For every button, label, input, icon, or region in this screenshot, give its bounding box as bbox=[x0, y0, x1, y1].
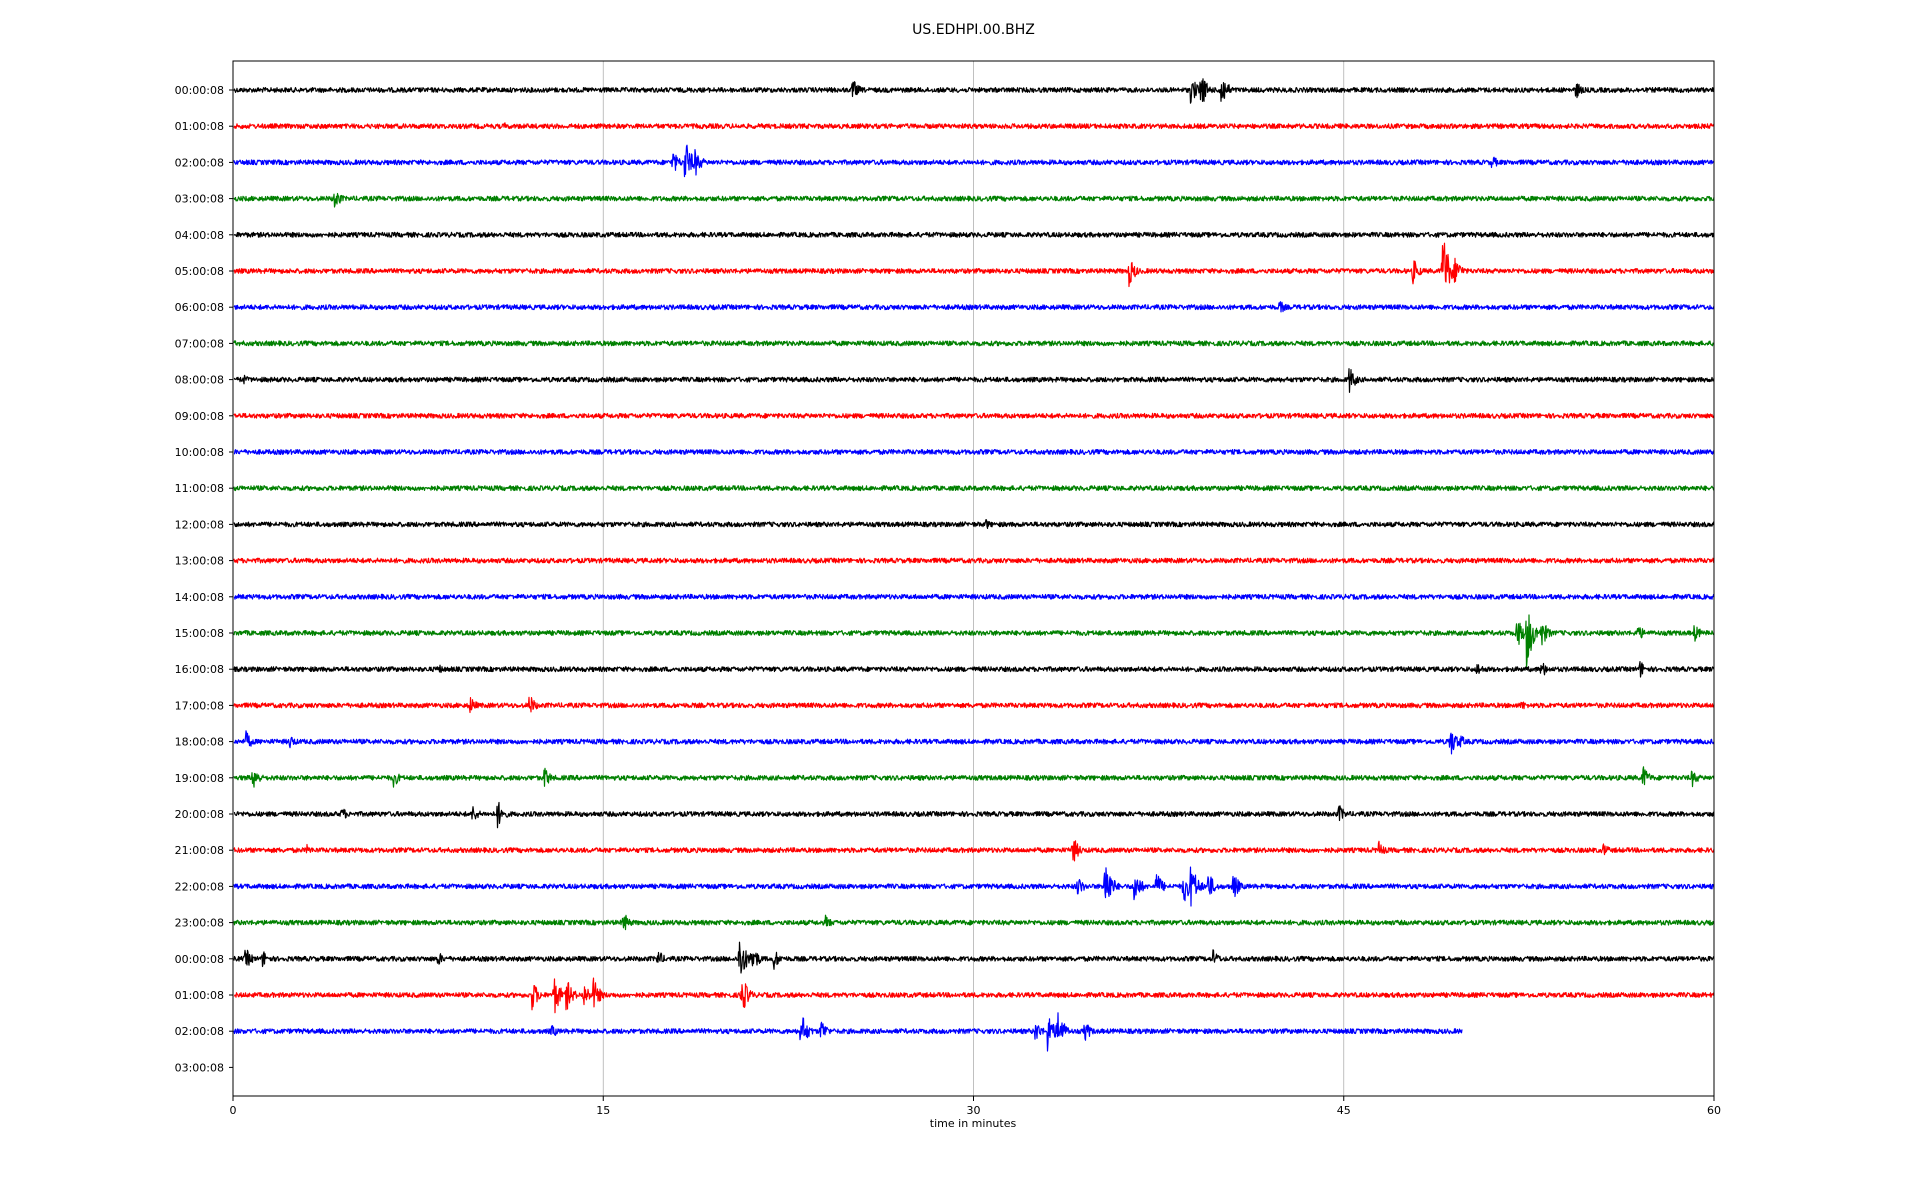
y-tick-label: 21:00:08 bbox=[175, 844, 224, 857]
trace-line bbox=[233, 801, 1715, 829]
y-tick-label: 00:00:08 bbox=[175, 84, 224, 97]
y-tick-label: 23:00:08 bbox=[175, 917, 224, 930]
y-tick-label: 02:00:08 bbox=[175, 156, 224, 169]
trace-line bbox=[233, 485, 1715, 492]
y-tick-label: 22:00:08 bbox=[175, 880, 224, 893]
trace-line bbox=[233, 977, 1715, 1014]
trace-line bbox=[233, 242, 1715, 288]
trace-line bbox=[233, 866, 1715, 907]
y-tick-label: 06:00:08 bbox=[175, 301, 224, 314]
trace-line bbox=[233, 368, 1715, 393]
trace-line bbox=[233, 78, 1715, 104]
y-tick-label: 19:00:08 bbox=[175, 772, 224, 785]
x-tick-label: 15 bbox=[596, 1104, 610, 1117]
y-tick-label: 00:00:08 bbox=[175, 953, 224, 966]
trace-line bbox=[233, 941, 1715, 974]
trace-line bbox=[233, 557, 1715, 564]
chart-title: US.EDHPI.00.BHZ bbox=[912, 22, 1035, 38]
y-tick-label: 14:00:08 bbox=[175, 591, 224, 604]
trace-line bbox=[233, 122, 1715, 130]
y-tick-label: 09:00:08 bbox=[175, 410, 224, 423]
trace-line bbox=[233, 1012, 1463, 1052]
trace-line bbox=[233, 730, 1715, 755]
trace-line bbox=[233, 661, 1715, 678]
x-axis-label: time in minutes bbox=[930, 1117, 1017, 1130]
trace-layer bbox=[233, 78, 1715, 1052]
trace-line bbox=[233, 192, 1715, 208]
y-tick-label: 11:00:08 bbox=[175, 482, 224, 495]
y-tick-label: 08:00:08 bbox=[175, 374, 224, 387]
x-tick-label: 45 bbox=[1337, 1104, 1351, 1117]
x-tick-label: 0 bbox=[230, 1104, 237, 1117]
trace-line bbox=[233, 696, 1715, 714]
x-tick-label: 60 bbox=[1707, 1104, 1721, 1117]
x-tick-label: 30 bbox=[967, 1104, 981, 1117]
y-tick-label: 17:00:08 bbox=[175, 699, 224, 712]
trace-line bbox=[233, 519, 1715, 529]
y-tick-label: 10:00:08 bbox=[175, 446, 224, 459]
y-tick-label: 16:00:08 bbox=[175, 663, 224, 676]
trace-line bbox=[233, 412, 1715, 419]
trace-line bbox=[233, 340, 1715, 347]
y-tick-label: 20:00:08 bbox=[175, 808, 224, 821]
y-tick-label: 05:00:08 bbox=[175, 265, 224, 278]
y-tick-label: 18:00:08 bbox=[175, 736, 224, 749]
trace-line bbox=[233, 144, 1715, 178]
y-tick-label: 04:00:08 bbox=[175, 229, 224, 242]
trace-line bbox=[233, 231, 1715, 238]
y-tick-label: 07:00:08 bbox=[175, 337, 224, 350]
trace-line bbox=[233, 449, 1715, 455]
y-tick-label: 01:00:08 bbox=[175, 120, 224, 133]
y-tick-label: 15:00:08 bbox=[175, 627, 224, 640]
y-tick-label: 12:00:08 bbox=[175, 518, 224, 531]
y-tick-layer: 00:00:08 01:00:08 02:00:08 03:00:08 04:00:08… bbox=[175, 84, 233, 1074]
x-tick-layer: 0 15 30 45 60 bbox=[230, 1096, 1721, 1117]
trace-line bbox=[233, 766, 1715, 788]
trace-line bbox=[233, 593, 1715, 600]
trace-line bbox=[233, 614, 1715, 669]
trace-line bbox=[233, 840, 1715, 862]
y-tick-label: 13:00:08 bbox=[175, 555, 224, 568]
trace-line bbox=[233, 301, 1715, 313]
y-tick-label: 01:00:08 bbox=[175, 989, 224, 1002]
y-tick-label: 03:00:08 bbox=[175, 193, 224, 206]
trace-line bbox=[233, 914, 1715, 931]
y-tick-label: 02:00:08 bbox=[175, 1025, 224, 1038]
grid-lines bbox=[602, 61, 1345, 1096]
y-tick-label: 03:00:08 bbox=[175, 1061, 224, 1074]
